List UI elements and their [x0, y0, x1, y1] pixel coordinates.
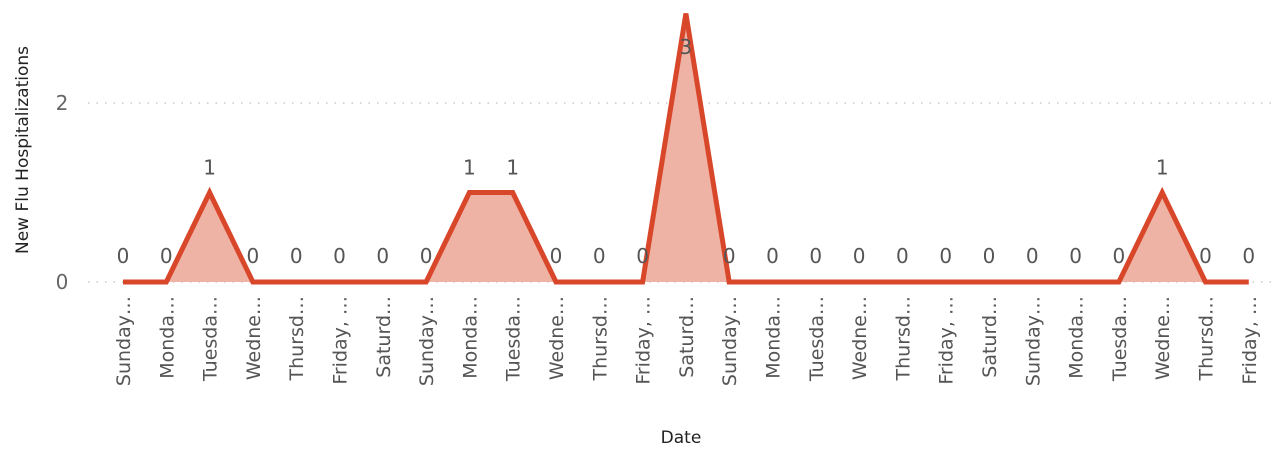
- data-label: 0: [766, 244, 779, 268]
- y-axis-title: New Flu Hospitalizations: [13, 46, 33, 254]
- x-tick-label: Wedne…: [1152, 296, 1174, 380]
- x-tick-label: Tuesda…: [1109, 296, 1131, 382]
- data-label: 0: [853, 244, 866, 268]
- x-tick-label: Tuesda…: [503, 296, 525, 382]
- x-tick-label: Sunday…: [1022, 296, 1044, 386]
- x-tick-label: Thursd…: [589, 296, 611, 381]
- data-label: 1: [506, 156, 519, 180]
- data-label: 0: [593, 244, 606, 268]
- data-label: 1: [203, 156, 216, 180]
- data-label: 1: [463, 156, 476, 180]
- x-tick-label: Saturd…: [373, 296, 395, 378]
- x-tick-label: Wedne…: [849, 296, 871, 380]
- x-tick-label: Friday, …: [633, 296, 655, 385]
- data-label: 0: [117, 244, 130, 268]
- data-label: 0: [550, 244, 563, 268]
- x-tick-label: Thursd…: [892, 296, 914, 381]
- y-axis-ticks: 02: [56, 91, 69, 294]
- data-label: 0: [290, 244, 303, 268]
- x-tick-label: Friday, …: [936, 296, 958, 385]
- x-tick-label: Saturd…: [979, 296, 1001, 378]
- x-tick-label: Monda…: [156, 296, 178, 379]
- data-label: 0: [333, 244, 346, 268]
- x-tick-label: Friday, …: [1239, 296, 1261, 385]
- x-tick-label: Wedne…: [546, 296, 568, 380]
- data-label: 0: [636, 244, 649, 268]
- data-label: 0: [809, 244, 822, 268]
- x-tick-label: Sunday…: [719, 296, 741, 386]
- x-tick-label: Tuesda…: [200, 296, 222, 382]
- data-label: 0: [247, 244, 260, 268]
- area-fill: [123, 13, 1249, 282]
- x-tick-label: Thursd…: [1196, 296, 1218, 381]
- x-tick-label: Sunday…: [113, 296, 135, 386]
- data-label: 0: [983, 244, 996, 268]
- data-labels: 0 0 1 0 0 0 0 0 1 1 0 0 0 3 0 0 0 0 0 0 0 0 0 0 1 0 0: [117, 35, 1256, 268]
- data-label: 0: [1069, 244, 1082, 268]
- data-label: 0: [376, 244, 389, 268]
- data-label: 3: [680, 35, 693, 59]
- x-tick-label: Wedne…: [243, 296, 265, 380]
- x-tick-label: Monda…: [459, 296, 481, 379]
- x-tick-label: Sunday…: [416, 296, 438, 386]
- data-label: 0: [1113, 244, 1126, 268]
- y-tick-label: 0: [56, 270, 69, 294]
- x-tick-label: Thursd…: [286, 296, 308, 381]
- data-label: 0: [160, 244, 173, 268]
- data-label: 0: [420, 244, 433, 268]
- data-label: 0: [723, 244, 736, 268]
- x-axis-title: Date: [661, 428, 702, 448]
- data-label: 0: [1199, 244, 1212, 268]
- x-tick-label: Tuesda…: [806, 296, 828, 382]
- x-tick-label: Monda…: [763, 296, 785, 379]
- x-axis-ticks: Sunday… Monda… Tuesda… Wedne… Thursd… Friday,…: [113, 296, 1261, 386]
- data-label: 0: [1026, 244, 1039, 268]
- data-label: 0: [939, 244, 952, 268]
- data-label: 0: [896, 244, 909, 268]
- x-tick-label: Monda…: [1066, 296, 1088, 379]
- x-tick-label: Saturd…: [676, 296, 698, 378]
- x-tick-label: Friday, …: [330, 296, 352, 385]
- series-line: [123, 13, 1249, 285]
- series-area: [123, 13, 1249, 285]
- data-label: 0: [1242, 244, 1255, 268]
- y-tick-label: 2: [56, 91, 69, 115]
- data-label: 1: [1156, 156, 1169, 180]
